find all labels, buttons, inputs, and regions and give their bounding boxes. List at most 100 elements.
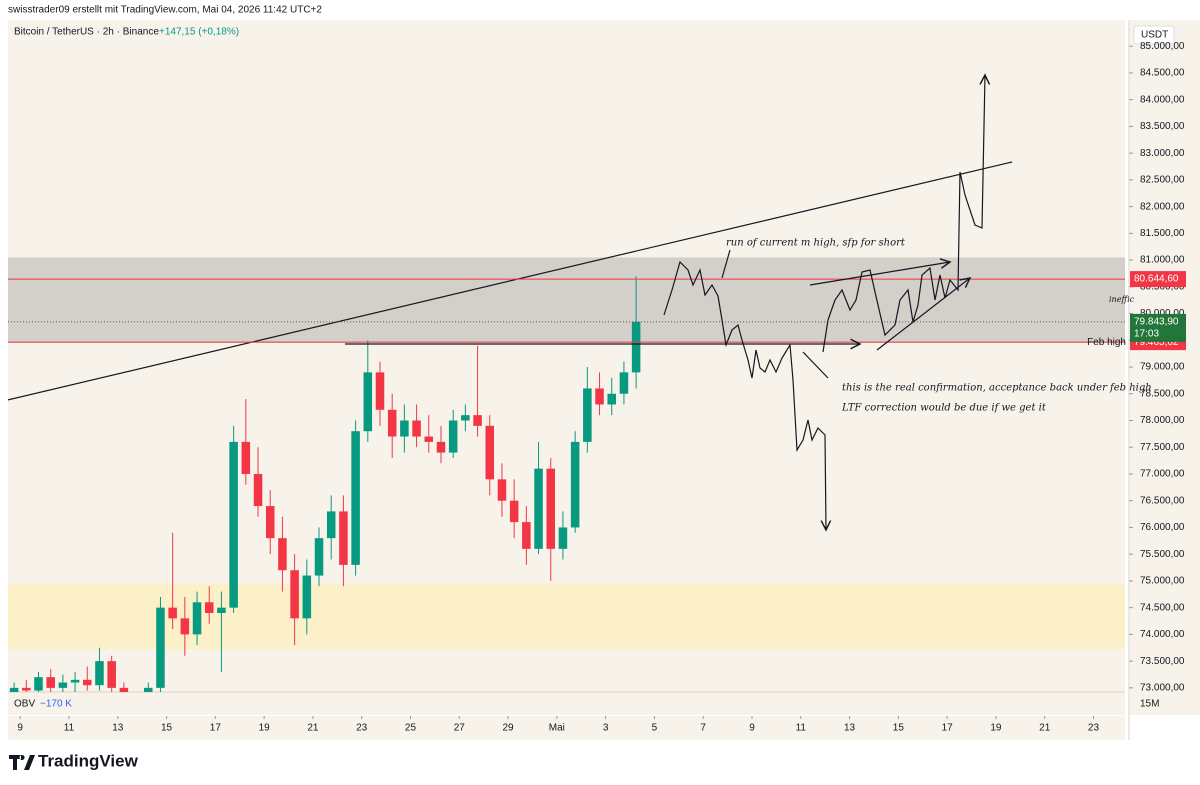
x-tick-label: 23	[356, 723, 368, 734]
y-tick-label: 84.500,00	[1140, 68, 1185, 79]
candle-body	[339, 511, 348, 565]
candle-body	[278, 538, 287, 571]
x-tick-label: 7	[700, 723, 706, 734]
y-tick-label: 76.500,00	[1140, 495, 1185, 506]
candle-body	[363, 372, 373, 432]
drawings: run of current m high, sfp for short thi…	[345, 75, 1152, 530]
candle-body	[461, 415, 470, 421]
candle-body	[143, 687, 153, 692]
x-tick-label: 21	[1039, 723, 1051, 734]
y-tick-label: 80.000,00	[1140, 308, 1185, 319]
candle-body	[351, 431, 360, 565]
candle-body	[619, 372, 629, 394]
y-tick-label: 82.500,00	[1140, 175, 1185, 186]
candle-body	[22, 687, 31, 691]
obv-label: OBV	[14, 699, 35, 710]
candle-body	[558, 527, 568, 549]
y-tick-label: 75.500,00	[1140, 549, 1185, 560]
x-tick-label: 9	[17, 723, 23, 734]
price-label-box	[1130, 271, 1186, 288]
candle-body	[583, 388, 592, 442]
x-tick-label: 5	[652, 723, 658, 734]
candle-body	[180, 618, 190, 635]
obv-value: −170 K	[40, 699, 72, 710]
candle-body	[595, 388, 604, 405]
y-tick-label: 85.000,00	[1140, 41, 1185, 52]
currency-box[interactable]	[1133, 25, 1175, 45]
price-label: 80.644,60	[1134, 274, 1179, 285]
y-tick-label: 75.000,00	[1140, 576, 1185, 587]
plot	[8, 161, 1125, 692]
candle-body	[412, 420, 421, 437]
pointer	[721, 249, 731, 279]
y-tick-label: 73.500,00	[1140, 656, 1185, 667]
arrow	[876, 278, 970, 351]
y-tick-label: 77.000,00	[1140, 469, 1185, 480]
y-tick-label: 84.000,00	[1140, 94, 1185, 105]
y-tick-label: 74.500,00	[1140, 602, 1185, 613]
arrow	[809, 262, 950, 286]
volume-scale: 15M	[1140, 699, 1159, 710]
candle-body	[95, 661, 104, 686]
candle-body	[485, 425, 495, 480]
candle-body	[509, 500, 519, 523]
x-tick-label: 15	[893, 723, 905, 734]
annotation: this is the real confirmation, acceptanc…	[842, 383, 1152, 394]
candle-body	[83, 679, 92, 686]
x-tick-label: 27	[454, 723, 466, 734]
zone	[8, 257, 1125, 343]
candle-body	[119, 687, 129, 692]
candle-body	[570, 441, 580, 528]
y-tick-label: 83.500,00	[1140, 121, 1185, 132]
x-tick-label: 23	[1088, 723, 1100, 734]
currency[interactable]: USDT	[1141, 30, 1168, 41]
x-tick-label: 25	[405, 723, 417, 734]
price-axis	[1130, 20, 1200, 715]
annotation: run of current m high, sfp for short	[726, 238, 906, 249]
y-tick-label: 74.000,00	[1140, 629, 1185, 640]
annotation: LTF correction would be due if we get it	[841, 403, 1047, 414]
x-tick-label: 3	[603, 723, 609, 734]
candle-body	[229, 441, 238, 608]
candle-body	[375, 372, 385, 410]
last-price-label: 79.843,90	[1134, 317, 1179, 328]
candle-body	[156, 607, 165, 688]
candle-body	[631, 321, 641, 373]
candle-body	[107, 661, 116, 688]
candle-body	[168, 607, 177, 619]
candle-body	[46, 677, 55, 688]
candle-body	[448, 420, 458, 453]
candle-body	[607, 393, 616, 405]
logo-text: TradingView	[38, 751, 139, 770]
symbol-title: Bitcoin / TetherUS · 2h · Binance	[14, 27, 159, 38]
candle-body	[387, 409, 397, 437]
y-tick-label: 76.000,00	[1140, 522, 1185, 533]
candle-body	[522, 522, 531, 549]
candle-body	[34, 677, 43, 691]
trendline	[8, 161, 1013, 401]
candle-body	[217, 607, 226, 614]
candle-body	[314, 538, 324, 576]
y-tick-label: 81.500,00	[1140, 228, 1185, 239]
price-label: 79.465,62	[1134, 337, 1179, 348]
pointer	[802, 351, 829, 379]
candle-body	[9, 687, 19, 692]
y-tick-label: 77.500,00	[1140, 442, 1185, 453]
y-tick-label: 73.000,00	[1140, 683, 1185, 694]
candle-body	[534, 468, 543, 549]
x-tick-label: 19	[990, 723, 1002, 734]
candle-body	[302, 575, 312, 619]
x-tick-label: 19	[259, 723, 271, 734]
scribble-down	[663, 260, 826, 530]
candle-body	[497, 479, 507, 501]
x-tick-label: 9	[749, 723, 755, 734]
x-tick-label: 21	[307, 723, 319, 734]
y-tick-label: 81.000,00	[1140, 255, 1185, 266]
x-tick-label: 11	[64, 723, 75, 734]
candle-body	[70, 679, 80, 683]
countdown: 17:03	[1134, 329, 1159, 340]
time-axis	[8, 716, 1125, 740]
price-line-name: Feb high	[1087, 337, 1126, 348]
